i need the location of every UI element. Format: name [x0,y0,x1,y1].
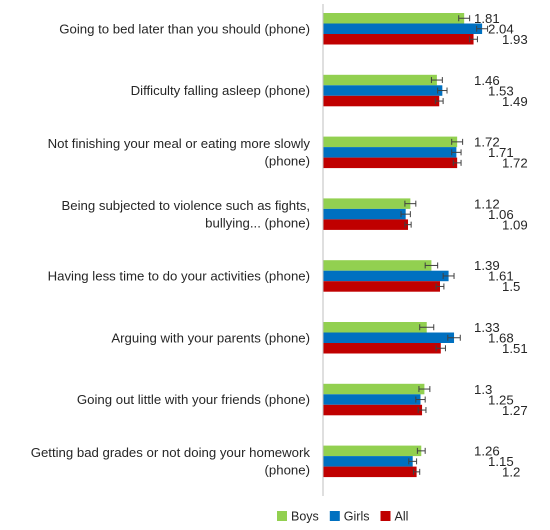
legend-label: All [395,510,409,524]
data-label: 1.72 [474,135,500,150]
bar-girls [323,394,421,405]
data-label: 1.46 [474,73,500,88]
legend-swatch [277,511,287,521]
category-label: Difficulty falling asleep (phone) [131,83,310,98]
data-label: 1.68 [488,331,514,346]
bar-boys [323,198,411,209]
data-label: 1.53 [488,83,514,98]
bar-boys [323,445,422,457]
legend-label: Boys [291,510,319,524]
data-label: 1.51 [502,341,528,356]
bar-all [323,281,440,292]
bar-boys [323,13,465,24]
data-label: 1.26 [474,444,500,459]
bar-boys [323,136,458,148]
category-label: Going to bed later than you should (phon… [59,21,310,36]
bar-all [323,95,440,107]
data-label: 1.71 [488,145,514,160]
bar-girls [323,85,443,96]
legend-swatch [380,511,391,521]
bar-all [323,157,458,169]
bar-boys [323,74,437,86]
category-label: Going out little with your friends (phon… [77,392,310,407]
data-label: 1.93 [502,32,528,47]
data-label: 1.3 [474,382,492,397]
bar-girls [323,456,413,467]
bar-girls [323,147,457,158]
data-label: 1.15 [488,454,514,469]
bar-boys [323,260,432,271]
category-label: (phone) [265,154,310,169]
data-label: 1.12 [474,196,500,211]
data-label: 1.09 [502,217,528,232]
bar-girls [323,23,483,34]
legend-swatch [329,511,340,521]
legend-label: Girls [344,510,370,524]
data-label: 1.06 [488,207,514,222]
category-label: Not finishing your meal or eating more s… [48,136,311,151]
data-label: 1.27 [502,403,528,418]
bar-all [323,466,417,478]
bar-all [323,219,409,230]
bar-all [323,343,441,354]
data-label: 1.5 [502,279,520,294]
data-label: 1.2 [502,465,520,480]
bar-girls [323,332,455,343]
data-label: 1.61 [488,269,514,284]
bar-all [323,404,423,416]
data-label: 1.81 [474,11,500,26]
category-label: Arguing with your parents (phone) [111,330,310,345]
category-label: bullying... (phone) [205,215,310,230]
bar-girls [323,270,449,282]
bar-boys [323,322,427,333]
category-label: Getting bad grades or not doing your hom… [31,445,311,460]
category-label: (phone) [265,463,310,478]
category-label: Having less time to do your activities (… [48,268,310,283]
bar-all [323,34,474,45]
data-label: 1.39 [474,258,500,273]
category-label: Being subjected to violence such as figh… [61,198,310,213]
data-label: 1.49 [502,94,528,109]
bar-girls [323,208,406,220]
data-label: 1.25 [488,392,514,407]
bar-boys [323,383,425,395]
data-label: 2.04 [488,22,514,37]
data-label: 1.33 [474,320,500,335]
data-label: 1.72 [502,156,528,171]
